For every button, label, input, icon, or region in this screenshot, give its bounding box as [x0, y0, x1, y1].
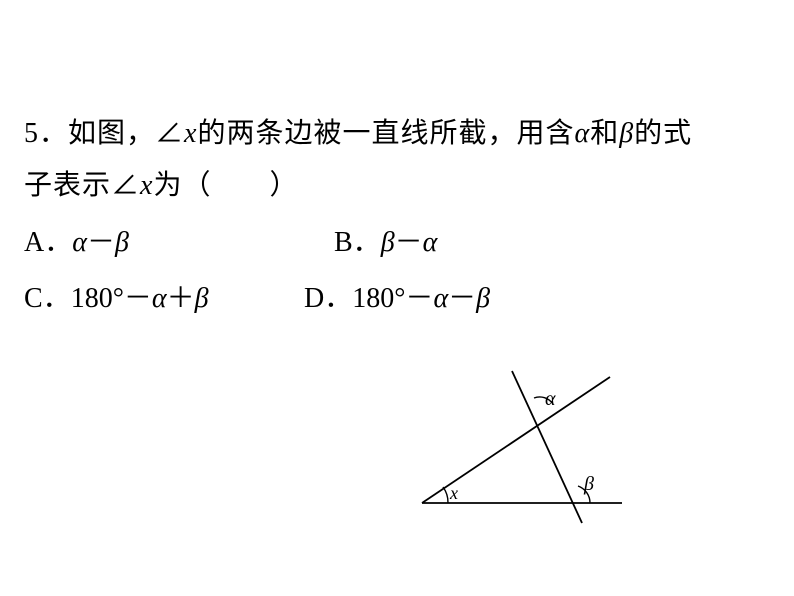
opt-b-label: B． — [334, 227, 381, 258]
opt-a-alpha: α — [72, 227, 87, 258]
opt-d-deg: 180°－ — [352, 283, 433, 314]
opt-d-beta: β — [476, 283, 490, 314]
option-a: A．α－β — [24, 220, 334, 260]
opt-d-minus: － — [448, 283, 476, 314]
opt-c-alpha: α — [152, 283, 167, 314]
q-line2-pre: 子表示∠ — [24, 170, 140, 201]
opt-b-beta: β — [381, 227, 395, 258]
q-text-mid3: 的式 — [634, 118, 692, 149]
opt-c-label: C． — [24, 283, 71, 314]
diagram-label-alpha: α — [545, 388, 556, 410]
geometry-diagram: x α β — [412, 365, 632, 525]
q-line2-var: x — [140, 170, 153, 201]
q-text-pre: 如图，∠ — [68, 118, 184, 149]
opt-a-beta: β — [115, 227, 129, 258]
options-block: A．α－β B．β－α C．180°－α＋β D．180°－α－β — [24, 220, 654, 332]
q-line2-post: 为（ ） — [153, 170, 298, 201]
opt-d-alpha: α — [433, 283, 448, 314]
opt-d-label: D． — [304, 283, 352, 314]
option-b: B．β－α — [334, 220, 654, 260]
q-text-mid2: 和 — [590, 118, 619, 149]
q-var-x: x — [184, 118, 197, 149]
opt-c-beta: β — [195, 283, 209, 314]
opt-c-deg: 180°－ — [71, 283, 152, 314]
diagram-label-beta: β — [583, 473, 594, 495]
q-text-mid1: 的两条边被一直线所截，用含 — [197, 118, 574, 149]
option-d: D．180°－α－β — [304, 276, 624, 316]
opt-a-minus: － — [87, 227, 115, 258]
opt-b-alpha: α — [423, 227, 438, 258]
diagram-label-x: x — [449, 483, 458, 503]
opt-b-minus: － — [395, 227, 423, 258]
opt-c-plus: ＋ — [167, 283, 195, 314]
q-var-alpha: α — [574, 118, 590, 149]
opt-a-label: A． — [24, 227, 72, 258]
q-var-beta: β — [619, 118, 634, 149]
option-c: C．180°－α＋β — [24, 276, 304, 316]
question-number: 5． — [24, 118, 68, 149]
